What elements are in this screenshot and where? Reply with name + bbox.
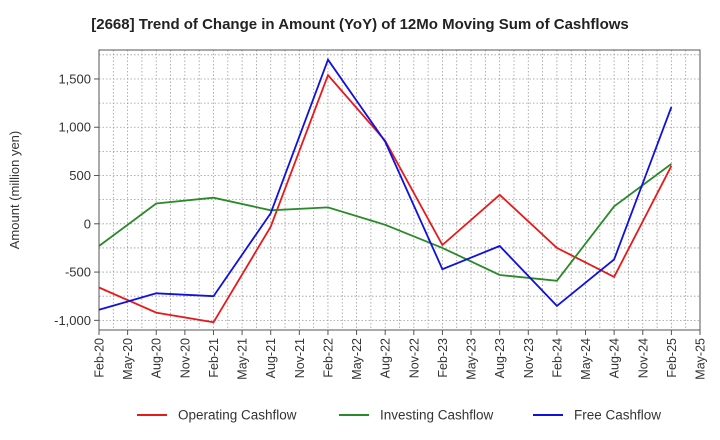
series-line-free-cashflow bbox=[98, 57, 673, 311]
x-tick-label: May-23 bbox=[465, 338, 479, 380]
chart-title: [2668] Trend of Change in Amount (YoY) o… bbox=[91, 16, 629, 33]
x-tick-label: Aug-22 bbox=[379, 338, 393, 378]
y-axis-label: Amount (million yen) bbox=[7, 131, 22, 250]
x-tick-label: Aug-23 bbox=[493, 338, 507, 378]
legend-label: Investing Cashflow bbox=[380, 408, 494, 423]
x-tick-label: May-20 bbox=[121, 338, 135, 380]
x-tick-label: Nov-20 bbox=[178, 338, 192, 378]
y-tick-label: -500 bbox=[65, 265, 91, 280]
y-tick-label: 500 bbox=[69, 168, 91, 183]
legend-label: Operating Cashflow bbox=[178, 408, 297, 423]
x-tick-label: Feb-21 bbox=[207, 338, 221, 378]
x-tick-label: Feb-25 bbox=[665, 338, 679, 378]
x-tick-label: May-24 bbox=[579, 338, 593, 380]
x-tick-label: Feb-23 bbox=[436, 338, 450, 378]
x-tick-label: Aug-21 bbox=[264, 338, 278, 378]
y-tick-label: 0 bbox=[84, 216, 91, 231]
x-tick-label: May-21 bbox=[236, 338, 250, 380]
x-tick-label: Feb-22 bbox=[321, 338, 335, 378]
legend-label: Free Cashflow bbox=[574, 408, 661, 423]
x-tick-label: May-22 bbox=[350, 338, 364, 380]
plot-area-frame bbox=[98, 49, 701, 331]
x-tick-label: Nov-22 bbox=[407, 338, 421, 378]
x-tick-label: Nov-24 bbox=[636, 338, 650, 378]
x-tick-label: Nov-23 bbox=[522, 338, 536, 378]
y-tick-label: 1,000 bbox=[58, 120, 91, 135]
y-tick-label: -1,000 bbox=[54, 313, 91, 328]
x-tick-label: Nov-21 bbox=[293, 338, 307, 378]
series-line-investing-cashflow bbox=[98, 163, 672, 282]
x-tick-label: Aug-20 bbox=[150, 338, 164, 378]
y-tick-label: 1,500 bbox=[58, 71, 91, 86]
x-tick-label: Feb-24 bbox=[550, 338, 564, 378]
x-tick-label: May-25 bbox=[694, 338, 708, 380]
x-tick-label: Feb-20 bbox=[93, 338, 107, 378]
x-tick-label: Aug-24 bbox=[608, 338, 622, 378]
